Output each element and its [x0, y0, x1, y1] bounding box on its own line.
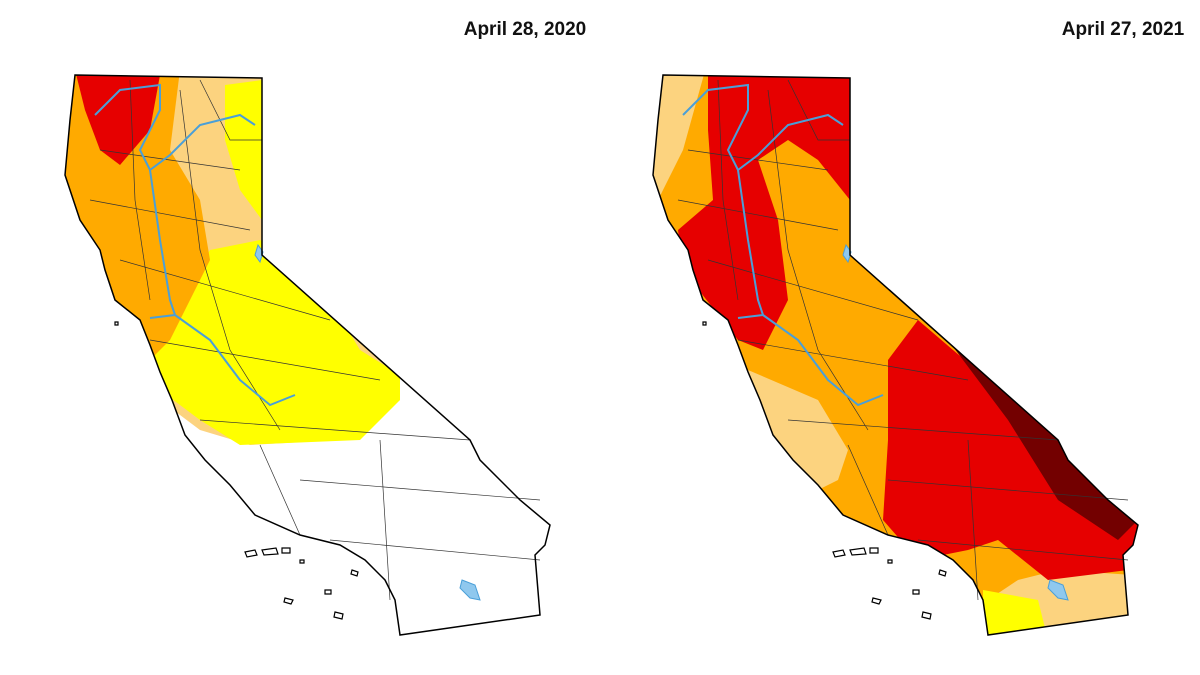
- panel-title: April 28, 2020: [464, 19, 587, 40]
- panel-title: April 27, 2021: [1062, 19, 1185, 40]
- map-2020: April 28, 2020: [64, 19, 587, 636]
- map-2021: April 27, 2021: [652, 19, 1185, 636]
